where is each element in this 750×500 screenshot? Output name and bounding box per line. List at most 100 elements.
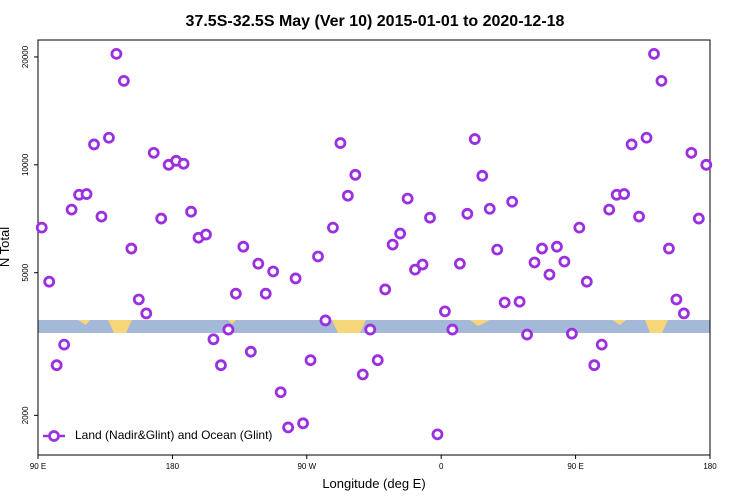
data-point: [349, 168, 362, 181]
data-point: [573, 221, 586, 234]
data-point: [625, 138, 638, 151]
data-point: [558, 255, 571, 268]
data-point: [424, 211, 436, 224]
data-point: [185, 205, 197, 218]
y-tick-label: 20000: [21, 45, 30, 68]
data-point: [222, 323, 235, 336]
data-point: [35, 221, 48, 234]
data-point: [513, 295, 526, 308]
data-point: [468, 133, 481, 145]
data-point: [603, 203, 616, 216]
data-point: [155, 212, 168, 225]
data-point: [103, 131, 115, 144]
x-tick-label: 90 E: [30, 462, 46, 471]
data-point: [446, 323, 459, 336]
data-point: [565, 327, 578, 340]
data-point: [215, 359, 227, 372]
data-point: [416, 258, 429, 271]
data-point: [297, 417, 309, 430]
data-point: [147, 146, 160, 159]
data-point: [483, 202, 496, 215]
data-point: [543, 268, 556, 281]
data-point: [88, 138, 100, 151]
data-point: [65, 203, 78, 216]
x-tick-label: 180: [703, 462, 717, 471]
data-point: [640, 131, 653, 144]
x-tick-label: 180: [166, 462, 180, 471]
data-point: [409, 263, 421, 276]
legend-label: Land (Nadir&Glint) and Ocean (Glint): [75, 428, 272, 442]
data-point: [431, 428, 444, 441]
data-point: [394, 227, 407, 240]
data-point: [244, 345, 257, 358]
data-point: [685, 146, 698, 159]
chart-title: 37.5S-32.5S May (Ver 10) 2015-01-01 to 2…: [186, 13, 565, 30]
data-point: [177, 157, 190, 170]
data-point: [521, 328, 533, 341]
data-point: [289, 272, 302, 285]
data-point: [267, 265, 280, 278]
data-point: [274, 386, 287, 399]
y-tick-label: 5000: [21, 263, 30, 281]
data-point: [43, 275, 56, 288]
y-tick-label: 2000: [21, 406, 30, 424]
data-point: [670, 293, 683, 306]
data-point: [498, 296, 511, 309]
data-point: [125, 242, 138, 255]
data-point: [200, 228, 212, 241]
data-point: [334, 137, 347, 149]
x-tick-label: 90 E: [567, 462, 583, 471]
legend-marker: [48, 430, 60, 442]
data-point: [692, 212, 705, 225]
x-axis-label: Longitude (deg E): [322, 476, 425, 491]
data-point: [506, 195, 519, 208]
y-axis-label: N Total: [0, 227, 12, 267]
data-point: [58, 338, 71, 351]
x-tick-label: 0: [439, 462, 444, 471]
data-point: [252, 257, 265, 270]
data-point: [259, 287, 272, 300]
data-point: [677, 307, 690, 320]
data-point: [655, 74, 668, 87]
data-point: [491, 243, 504, 256]
data-point: [618, 188, 631, 200]
data-point: [95, 210, 108, 223]
data-point: [282, 421, 295, 434]
data-point: [648, 47, 660, 60]
data-point: [371, 354, 384, 367]
plot-frame: [37, 39, 711, 456]
data-point: [595, 338, 608, 351]
data-point: [663, 242, 675, 255]
x-tick-label: 90 W: [297, 462, 316, 471]
data-point: [110, 47, 123, 60]
data-point: [356, 368, 369, 381]
data-point: [50, 359, 63, 372]
data-point: [132, 293, 145, 306]
data-point: [461, 207, 474, 220]
y-tick-label: 10000: [21, 153, 30, 176]
data-point: [439, 305, 451, 318]
data-point: [229, 287, 242, 300]
data-point: [80, 188, 93, 200]
data-point: [401, 192, 414, 205]
data-point: [580, 275, 593, 288]
data-point: [453, 257, 466, 270]
data-point: [364, 323, 377, 336]
data-point: [379, 283, 392, 296]
data-point: [551, 240, 563, 253]
data-point: [528, 256, 541, 269]
data-point: [140, 307, 153, 320]
data-point: [237, 240, 250, 253]
data-point: [633, 210, 645, 223]
data-point: [588, 359, 601, 372]
data-point: [312, 250, 324, 263]
data-point: [476, 169, 489, 182]
data-point: [386, 238, 399, 251]
data-point: [536, 242, 548, 255]
data-point: [319, 314, 332, 327]
data-point: [341, 189, 354, 202]
data-point: [117, 74, 130, 87]
data-point: [207, 333, 220, 346]
data-point: [304, 354, 317, 367]
